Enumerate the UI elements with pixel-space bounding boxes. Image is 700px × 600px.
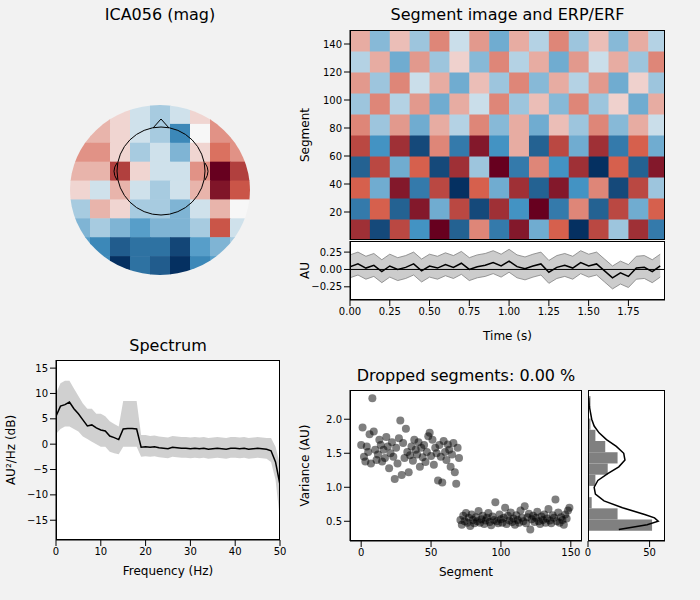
svg-text:1.5: 1.5 <box>326 448 342 459</box>
svg-text:0.50: 0.50 <box>418 306 440 317</box>
svg-text:1.75: 1.75 <box>617 306 639 317</box>
svg-text:1.0: 1.0 <box>326 482 342 493</box>
svg-text:Segment: Segment <box>298 108 312 162</box>
svg-text:15: 15 <box>35 363 48 374</box>
svg-text:−0.25: −0.25 <box>311 281 342 292</box>
svg-text:AU: AU <box>298 262 312 279</box>
svg-text:120: 120 <box>323 67 342 78</box>
svg-text:0.25: 0.25 <box>379 306 401 317</box>
svg-text:0: 0 <box>53 546 59 557</box>
svg-text:1.50: 1.50 <box>578 306 600 317</box>
svg-text:1.25: 1.25 <box>538 306 560 317</box>
svg-text:30: 30 <box>184 546 197 557</box>
svg-text:60: 60 <box>329 151 342 162</box>
svg-text:100: 100 <box>491 547 510 558</box>
svg-text:0.5: 0.5 <box>326 516 342 527</box>
svg-text:0.00: 0.00 <box>339 306 361 317</box>
svg-text:20: 20 <box>329 207 342 218</box>
svg-text:0.25: 0.25 <box>320 247 342 258</box>
svg-text:80: 80 <box>329 123 342 134</box>
svg-text:150: 150 <box>561 547 580 558</box>
svg-text:1.00: 1.00 <box>498 306 520 317</box>
svg-text:0: 0 <box>358 547 364 558</box>
svg-text:Variance (AU): Variance (AU) <box>298 424 312 506</box>
svg-text:5: 5 <box>42 413 48 424</box>
svg-text:10: 10 <box>94 546 107 557</box>
svg-text:20: 20 <box>139 546 152 557</box>
svg-text:0: 0 <box>42 439 48 450</box>
html-text:ICA056 (mag): ICA056 (mag) <box>104 5 216 24</box>
svg-text:0.75: 0.75 <box>458 306 480 317</box>
svg-text:140: 140 <box>323 39 342 50</box>
svg-text:50: 50 <box>425 547 438 558</box>
svg-text:2.0: 2.0 <box>326 414 342 425</box>
svg-text:10: 10 <box>35 388 48 399</box>
svg-text:−5: −5 <box>33 464 48 475</box>
svg-text:−10: −10 <box>27 489 48 500</box>
svg-text:Frequency (Hz): Frequency (Hz) <box>123 564 214 578</box>
svg-text:0: 0 <box>585 547 591 558</box>
svg-text:Time (s): Time (s) <box>482 329 532 343</box>
html-text:Spectrum: Spectrum <box>129 336 207 355</box>
html-text:Dropped segments: 0.00 %: Dropped segments: 0.00 % <box>356 366 576 385</box>
svg-text:0.00: 0.00 <box>320 264 342 275</box>
svg-text:50: 50 <box>274 546 287 557</box>
html-text:Segment image and ERP/ERF: Segment image and ERP/ERF <box>390 5 625 24</box>
svg-text:100: 100 <box>323 95 342 106</box>
svg-text:50: 50 <box>643 547 656 558</box>
svg-text:Segment: Segment <box>439 565 493 579</box>
svg-text:−15: −15 <box>27 515 48 526</box>
svg-text:40: 40 <box>329 179 342 190</box>
svg-text:AU²/Hz (dB): AU²/Hz (dB) <box>8 415 18 485</box>
svg-text:40: 40 <box>229 546 242 557</box>
